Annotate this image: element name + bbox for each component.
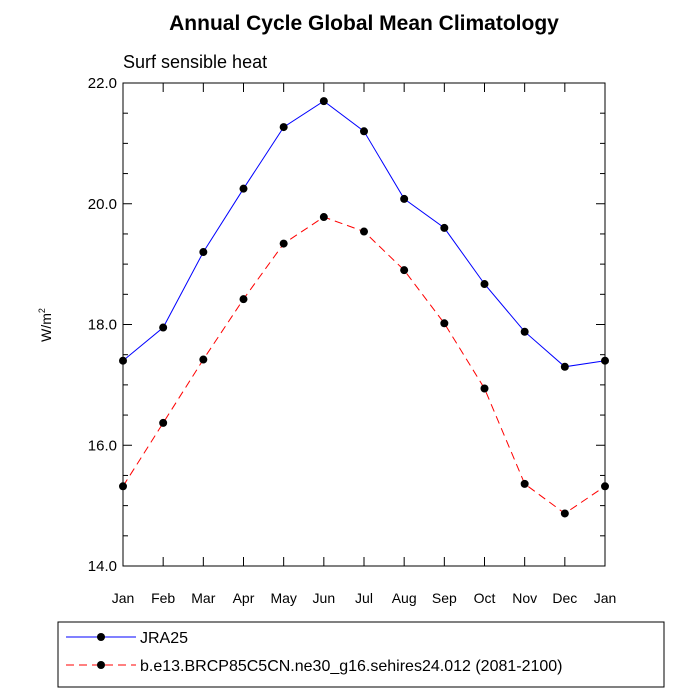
series-0-point — [119, 356, 127, 365]
x-tick-label: Feb — [151, 590, 175, 606]
series-0-point — [319, 97, 328, 106]
series-0-point — [360, 127, 368, 136]
series-0-point — [601, 356, 609, 365]
series-1-point — [279, 239, 288, 248]
legend-label-jra25: JRA25 — [140, 630, 188, 647]
x-tick-label: Jan — [594, 590, 617, 606]
x-tick-label: Apr — [233, 590, 255, 606]
series-0-point — [400, 194, 409, 203]
series-0-point — [159, 323, 168, 332]
series-1-point — [480, 384, 489, 393]
series-1-point — [199, 355, 208, 364]
series-1-point — [159, 418, 168, 427]
x-tick-label: May — [270, 590, 296, 606]
y-axis-label-sup: 2 — [37, 308, 47, 313]
series-layer — [119, 97, 609, 518]
y-tick-label: 22.0 — [88, 75, 117, 92]
series-0-point — [440, 223, 449, 232]
series-1-point — [400, 266, 409, 275]
x-tick-label: Jul — [355, 590, 373, 606]
y-axis-label-base: W/m — [38, 313, 54, 342]
y-tick-label: 14.0 — [88, 558, 117, 575]
legend-box — [57, 621, 665, 688]
x-axis: Jan Feb Mar Apr May Jun Jul Aug Sep Oct Nov Dec Jan — [112, 83, 617, 606]
series-0-point — [520, 327, 529, 336]
x-tick-label: Sep — [432, 590, 457, 606]
chart-title: Annual Cycle Global Mean Climatology — [169, 12, 559, 35]
series-1-point — [601, 482, 609, 491]
x-tick-label: Dec — [552, 590, 577, 606]
series-0-point — [560, 362, 569, 371]
y-tick-label: 20.0 — [88, 196, 117, 213]
legend-swatch-model-marker — [97, 661, 105, 669]
chart-subtitle: Surf sensible heat — [123, 52, 267, 72]
x-tick-label: Mar — [191, 590, 215, 606]
y-tick-label: 18.0 — [88, 317, 117, 334]
series-0-point — [199, 248, 208, 257]
legend-swatch-jra25-marker — [97, 633, 105, 641]
x-tick-label: Jun — [313, 590, 336, 606]
series-1-point — [360, 227, 368, 236]
series-0-point — [239, 184, 248, 193]
series-1-point — [239, 295, 248, 304]
x-tick-label: Aug — [392, 590, 417, 606]
series-1-point — [319, 213, 328, 222]
series-1-point — [520, 479, 529, 488]
series-1-point — [119, 482, 127, 491]
series-0-point — [279, 123, 288, 132]
series-0-point — [480, 280, 489, 289]
x-tick-label: Jan — [112, 590, 135, 606]
legend-label-model: b.e13.BRCP85C5CN.ne30_g16.sehires24.012 … — [140, 658, 563, 675]
series-1-point — [440, 319, 449, 328]
y-axis: 14.0 16.0 18.0 20.0 22.0 — [88, 75, 605, 575]
y-axis-label: W/m2 — [37, 308, 54, 342]
series-1-point — [560, 509, 569, 518]
series-line-1 — [122, 216, 606, 515]
x-tick-label: Oct — [474, 590, 496, 606]
plot-frame — [122, 82, 606, 567]
x-tick-label: Nov — [512, 590, 537, 606]
y-tick-label: 16.0 — [88, 437, 117, 454]
legend: JRA25 b.e13.BRCP85C5CN.ne30_g16.sehires2… — [57, 621, 665, 688]
